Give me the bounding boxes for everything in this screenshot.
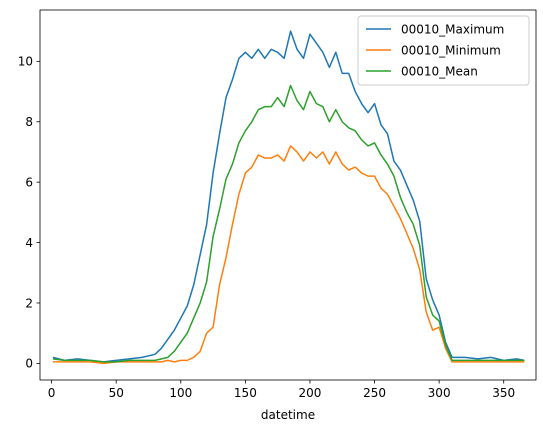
x-tick-label: 100: [169, 386, 192, 400]
y-tick-label: 2: [25, 296, 33, 310]
x-tick-label: 300: [428, 386, 451, 400]
y-tick-label: 10: [18, 55, 33, 69]
series-line-0: [52, 30, 525, 363]
x-axis-title: datetime: [261, 408, 315, 422]
legend: 00010_Maximum 00010_Minimum 00010_Mean: [357, 15, 530, 86]
y-tick-label: 6: [25, 175, 33, 189]
x-tick-label: 250: [363, 386, 386, 400]
axes-layer: [39, 9, 537, 381]
axes-frame: [39, 9, 537, 381]
y-tick-label: 8: [25, 115, 33, 129]
series-line-1: [52, 145, 525, 365]
y-axis: 0 2 4 6 8 10: [18, 55, 40, 371]
x-axis: 0 50 100 150 200 250 300 350: [48, 380, 515, 400]
x-tick-label: 0: [48, 386, 56, 400]
legend-label: 00010_Maximum: [401, 22, 504, 36]
x-tick-label: 350: [492, 386, 515, 400]
legend-box: [357, 15, 530, 86]
series-layer: [52, 30, 525, 365]
x-tick-label: 50: [109, 386, 124, 400]
y-tick-label: 4: [25, 236, 33, 250]
x-tick-label: 200: [299, 386, 322, 400]
series-line-2: [52, 84, 525, 363]
y-tick-label: 0: [25, 357, 33, 371]
legend-label: 00010_Mean: [401, 64, 478, 78]
legend-label: 00010_Minimum: [401, 43, 501, 57]
x-tick-label: 150: [234, 386, 257, 400]
